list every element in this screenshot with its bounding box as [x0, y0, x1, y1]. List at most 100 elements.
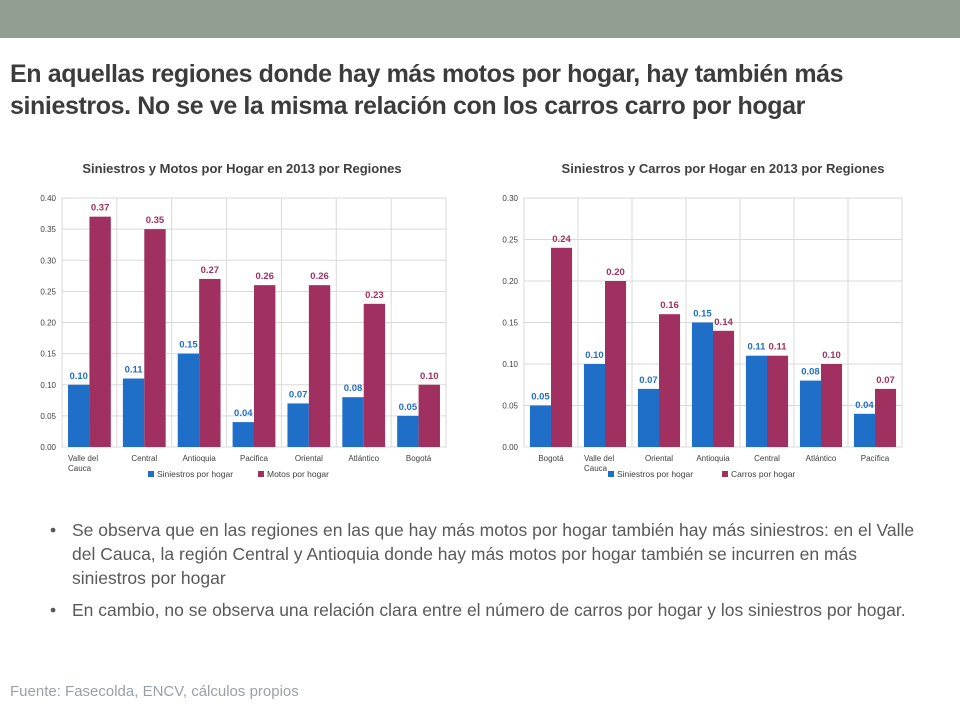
- y-tick-label: 0.20: [40, 319, 56, 328]
- bar-siniestros: [745, 355, 767, 447]
- x-tick-label: Bogotá: [538, 454, 564, 463]
- y-tick-label: 0.00: [40, 443, 56, 452]
- bar-vehiculos: [144, 229, 166, 447]
- bar-vehiculos: [767, 355, 789, 447]
- y-tick-label: 0.10: [40, 381, 56, 390]
- bar-vehiculos: [418, 384, 440, 447]
- data-label: 0.26: [255, 271, 274, 282]
- bar-vehiculos: [363, 303, 386, 447]
- y-tick-label: 0.05: [40, 412, 56, 421]
- data-label: 0.04: [855, 400, 874, 411]
- y-tick-label: 0.05: [502, 402, 518, 411]
- bar-siniestros: [529, 405, 551, 447]
- bar-vehiculos: [821, 364, 843, 447]
- bullet-item-2: • En cambio, no se observa una relación c…: [50, 598, 930, 622]
- bullet-list: • Se observa que en las regiones en las q…: [50, 518, 930, 630]
- y-tick-label: 0.15: [502, 319, 518, 328]
- x-tick-label: Cauca: [584, 464, 608, 473]
- bar-siniestros: [232, 422, 254, 447]
- y-tick-label: 0.25: [40, 287, 56, 296]
- data-label: 0.10: [585, 350, 604, 361]
- x-tick-label: Pacifica: [240, 454, 269, 463]
- data-label: 0.07: [876, 375, 895, 386]
- bar-siniestros: [68, 384, 90, 447]
- x-tick-label: Pacífica: [861, 454, 890, 463]
- bar-siniestros: [637, 388, 659, 447]
- legend-swatch: [258, 471, 264, 477]
- legend-label: Siniestros por hogar: [617, 469, 693, 479]
- y-tick-label: 0.20: [502, 277, 518, 286]
- data-label: 0.07: [639, 375, 658, 386]
- x-tick-label: Oriental: [645, 454, 673, 463]
- legend-swatch: [148, 471, 154, 477]
- bar-siniestros: [287, 403, 309, 447]
- data-label: 0.08: [801, 367, 820, 378]
- y-tick-label: 0.35: [40, 225, 56, 234]
- data-label: 0.05: [531, 392, 550, 403]
- bar-siniestros: [342, 397, 364, 447]
- source-note: Fuente: Fasecolda, ENCV, cálculos propio…: [10, 683, 299, 700]
- data-label: 0.15: [179, 340, 198, 351]
- data-label: 0.10: [420, 371, 439, 382]
- data-label: 0.05: [399, 402, 418, 413]
- data-label: 0.10: [822, 350, 841, 361]
- bar-siniestros: [853, 413, 875, 447]
- x-tick-label: Oriental: [295, 454, 323, 463]
- y-tick-label: 0.25: [502, 236, 518, 245]
- y-tick-label: 0.30: [502, 194, 518, 203]
- data-label: 0.26: [310, 271, 329, 282]
- bar-vehiculos: [605, 281, 627, 447]
- chart-carros: 0.00 0.05 0.10 0.15 0.20 0.25 0.30 0.05 0.24 Bogo…: [502, 194, 903, 479]
- bar-vehiculos: [875, 388, 897, 447]
- data-label: 0.08: [344, 383, 363, 394]
- data-label: 0.11: [769, 342, 788, 353]
- data-label: 0.04: [234, 408, 253, 419]
- data-label: 0.15: [693, 309, 712, 320]
- y-tick-label: 0.30: [40, 256, 56, 265]
- x-tick-label: Antioquia: [696, 454, 730, 463]
- bullet-item-1: • Se observa que en las regiones en las q…: [50, 518, 930, 590]
- data-label: 0.24: [552, 234, 571, 245]
- y-tick-label: 0.40: [40, 194, 56, 203]
- data-label: 0.16: [660, 300, 679, 311]
- page-title: En aquellas regiones donde hay más motos…: [10, 58, 950, 122]
- data-label: 0.07: [289, 389, 308, 400]
- bullet-text-1: Se observa que en las regiones en las qu…: [72, 520, 915, 588]
- x-tick-label: Central: [754, 454, 780, 463]
- bullet-text-2: En cambio, no se observa una relación cl…: [72, 600, 906, 620]
- x-tick-label: Cauca: [68, 464, 92, 473]
- bar-siniestros: [122, 378, 145, 447]
- data-label: 0.23: [365, 290, 384, 301]
- chart-title-carros: Siniestros y Carros por Hogar en 2013 po…: [561, 161, 885, 176]
- page-title-line-2: siniestros. No se ve la misma relación c…: [10, 92, 805, 120]
- bar-vehiculos: [551, 247, 573, 447]
- y-tick-label: 0.15: [40, 350, 56, 359]
- page-title-line-1: En aquellas regiones donde hay más motos…: [10, 60, 844, 88]
- bar-siniestros: [177, 353, 200, 447]
- bar-siniestros: [691, 322, 713, 447]
- x-tick-label: Valle del: [584, 454, 614, 463]
- bullet-dot: •: [50, 600, 57, 620]
- data-label: 0.10: [69, 371, 88, 382]
- x-tick-label: Valle del: [68, 454, 98, 463]
- data-label: 0.37: [91, 203, 110, 214]
- data-label: 0.35: [146, 215, 165, 226]
- bar-vehiculos: [713, 330, 735, 447]
- y-tick-label: 0.00: [502, 443, 518, 452]
- bullet-dot: •: [50, 520, 57, 540]
- bar-vehiculos: [254, 285, 276, 447]
- x-tick-label: Atlántico: [348, 454, 379, 463]
- x-tick-label: Atlántico: [806, 454, 837, 463]
- data-label: 0.20: [606, 267, 625, 278]
- y-tick-label: 0.10: [502, 360, 518, 369]
- data-label: 0.11: [747, 342, 766, 353]
- bar-vehiculos: [659, 314, 681, 447]
- x-tick-label: Bogotá: [406, 454, 432, 463]
- legend-label: Carros por hogar: [731, 469, 795, 479]
- bar-vehiculos: [199, 278, 221, 447]
- x-tick-label: Antioquia: [182, 454, 216, 463]
- legend-label: Motos por hogar: [267, 469, 329, 479]
- legend-label: Siniestros por hogar: [157, 469, 233, 479]
- data-label: 0.11: [125, 365, 144, 376]
- bar-siniestros: [583, 364, 605, 447]
